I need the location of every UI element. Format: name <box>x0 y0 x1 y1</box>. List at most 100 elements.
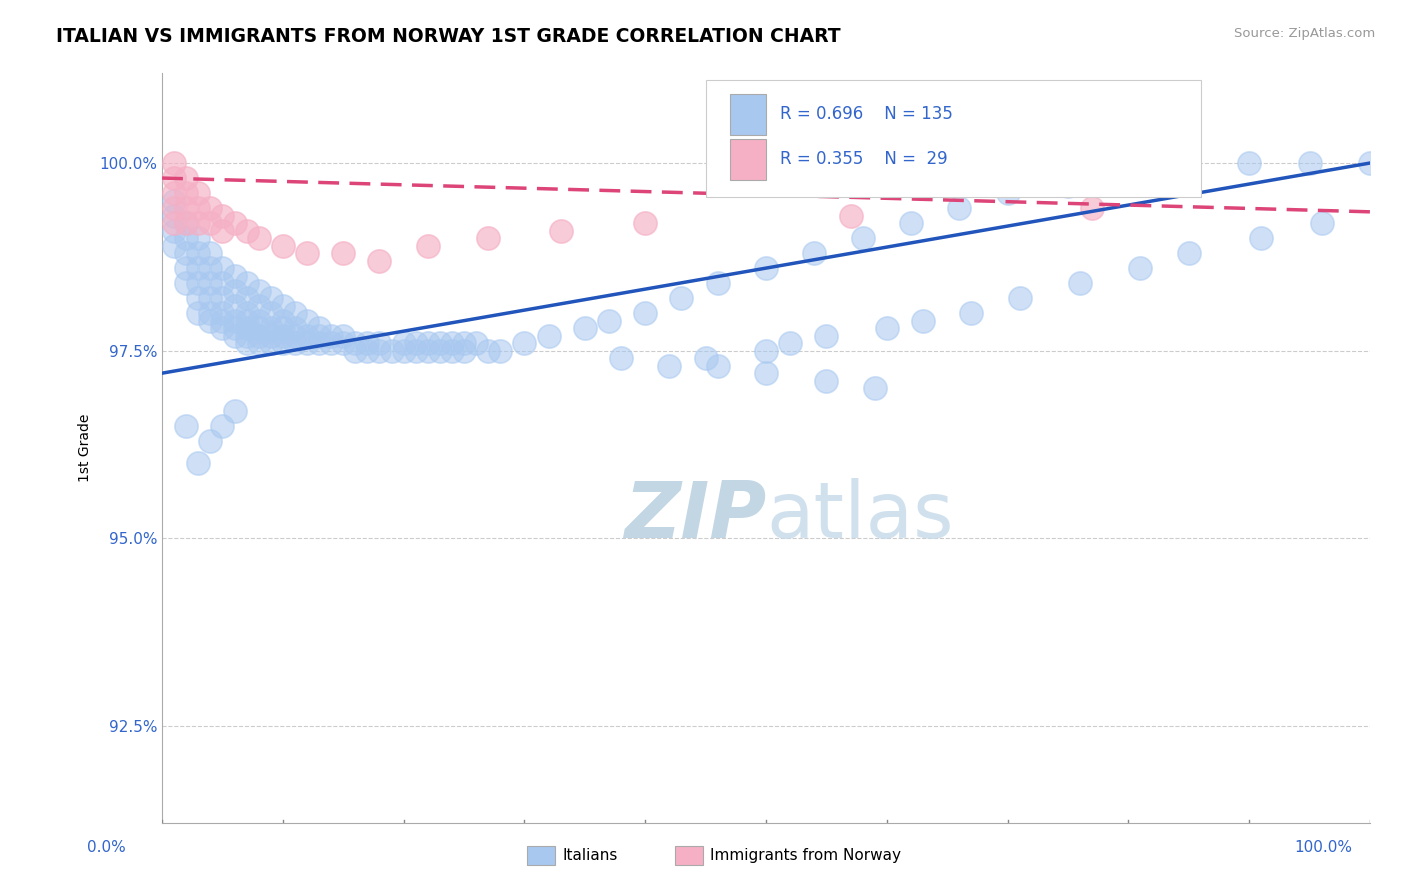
Text: ITALIAN VS IMMIGRANTS FROM NORWAY 1ST GRADE CORRELATION CHART: ITALIAN VS IMMIGRANTS FROM NORWAY 1ST GR… <box>56 27 841 45</box>
Point <box>174 201 197 215</box>
Point <box>839 209 862 223</box>
Point <box>211 291 233 305</box>
Point <box>260 328 283 343</box>
Point <box>211 306 233 320</box>
Point <box>900 216 922 230</box>
Point <box>235 321 257 335</box>
Point <box>1177 163 1199 178</box>
Point <box>308 336 330 351</box>
Point <box>477 231 499 245</box>
Point <box>200 276 222 290</box>
Point <box>453 343 475 358</box>
Point <box>224 216 246 230</box>
Point <box>174 171 197 186</box>
Point <box>284 328 307 343</box>
Point <box>247 313 270 327</box>
Point <box>911 313 934 327</box>
Point <box>1069 276 1091 290</box>
Point <box>658 359 681 373</box>
Text: #c8d8ea: #c8d8ea <box>766 515 772 516</box>
Point <box>187 276 209 290</box>
Point <box>295 246 318 260</box>
Point <box>211 224 233 238</box>
Point <box>308 328 330 343</box>
Point <box>187 306 209 320</box>
Point <box>344 336 367 351</box>
Point <box>368 336 391 351</box>
Point <box>200 306 222 320</box>
Point <box>235 328 257 343</box>
Point <box>416 238 439 252</box>
Point <box>1129 261 1152 276</box>
Point <box>321 336 343 351</box>
Point <box>634 306 657 320</box>
FancyBboxPatch shape <box>706 80 1201 197</box>
Point <box>392 343 415 358</box>
Point <box>332 328 354 343</box>
Point <box>163 201 186 215</box>
Point <box>706 276 728 290</box>
Point <box>211 313 233 327</box>
Point <box>224 268 246 283</box>
Point <box>271 328 294 343</box>
Point <box>247 231 270 245</box>
Point <box>174 186 197 200</box>
Point <box>574 321 596 335</box>
Point <box>321 328 343 343</box>
Point <box>1310 216 1333 230</box>
Point <box>671 291 693 305</box>
Point <box>174 216 197 230</box>
Point <box>815 328 838 343</box>
Point <box>550 224 572 238</box>
Point <box>284 321 307 335</box>
Point <box>706 359 728 373</box>
Point <box>356 336 378 351</box>
Text: atlas: atlas <box>766 478 953 554</box>
Point <box>163 194 186 208</box>
Point <box>1008 291 1031 305</box>
Point <box>163 216 186 230</box>
Point <box>416 336 439 351</box>
Point <box>224 328 246 343</box>
Point <box>634 216 657 230</box>
Point <box>295 336 318 351</box>
Text: R = 0.696    N = 135: R = 0.696 N = 135 <box>780 105 953 123</box>
Point <box>1298 156 1320 170</box>
Point <box>513 336 536 351</box>
Point <box>260 336 283 351</box>
Point <box>815 374 838 388</box>
Point <box>344 343 367 358</box>
Point <box>174 231 197 245</box>
Point <box>876 321 898 335</box>
Point <box>695 351 717 366</box>
Point <box>187 246 209 260</box>
Point <box>174 216 197 230</box>
Point <box>163 156 186 170</box>
Point <box>755 343 778 358</box>
Point <box>405 343 427 358</box>
Point <box>200 313 222 327</box>
Point <box>247 284 270 298</box>
Point <box>235 276 257 290</box>
Point <box>405 336 427 351</box>
Point <box>1250 231 1272 245</box>
Text: Italians: Italians <box>562 848 617 863</box>
Point <box>429 343 451 358</box>
Point <box>163 224 186 238</box>
Point <box>200 246 222 260</box>
Y-axis label: 1st Grade: 1st Grade <box>79 414 93 483</box>
Point <box>187 201 209 215</box>
Point <box>863 381 886 395</box>
Point <box>755 261 778 276</box>
Point <box>200 201 222 215</box>
Point <box>271 313 294 327</box>
Point <box>1081 201 1104 215</box>
Point <box>187 216 209 230</box>
Point <box>416 343 439 358</box>
Point <box>284 336 307 351</box>
Point <box>174 261 197 276</box>
Point <box>356 343 378 358</box>
Point <box>271 321 294 335</box>
Text: 0.0%: 0.0% <box>87 840 127 855</box>
Point <box>368 343 391 358</box>
